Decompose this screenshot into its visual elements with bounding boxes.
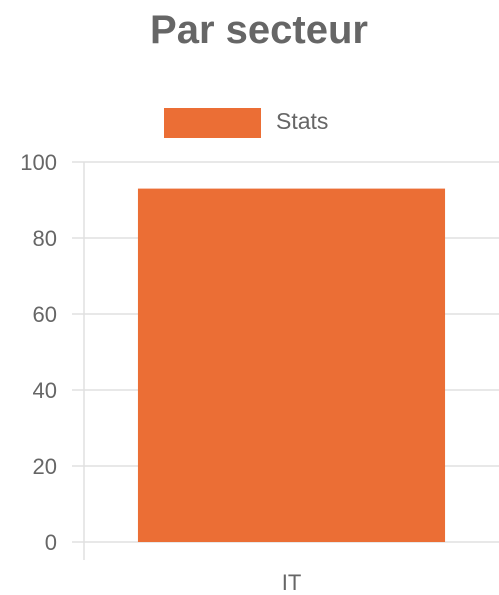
y-tick-label: 60 [33, 302, 57, 327]
y-tick-label: 20 [33, 454, 57, 479]
y-tick-label: 40 [33, 378, 57, 403]
y-tick-label: 100 [20, 150, 57, 175]
legend-label: Stats [276, 108, 328, 134]
chart-title: Par secteur [150, 8, 368, 52]
y-tick-label: 0 [45, 530, 57, 555]
x-tick-label: IT [282, 570, 302, 595]
bar-it-stats [137, 188, 446, 542]
legend-swatch [164, 108, 261, 138]
y-tick-label: 80 [33, 226, 57, 251]
